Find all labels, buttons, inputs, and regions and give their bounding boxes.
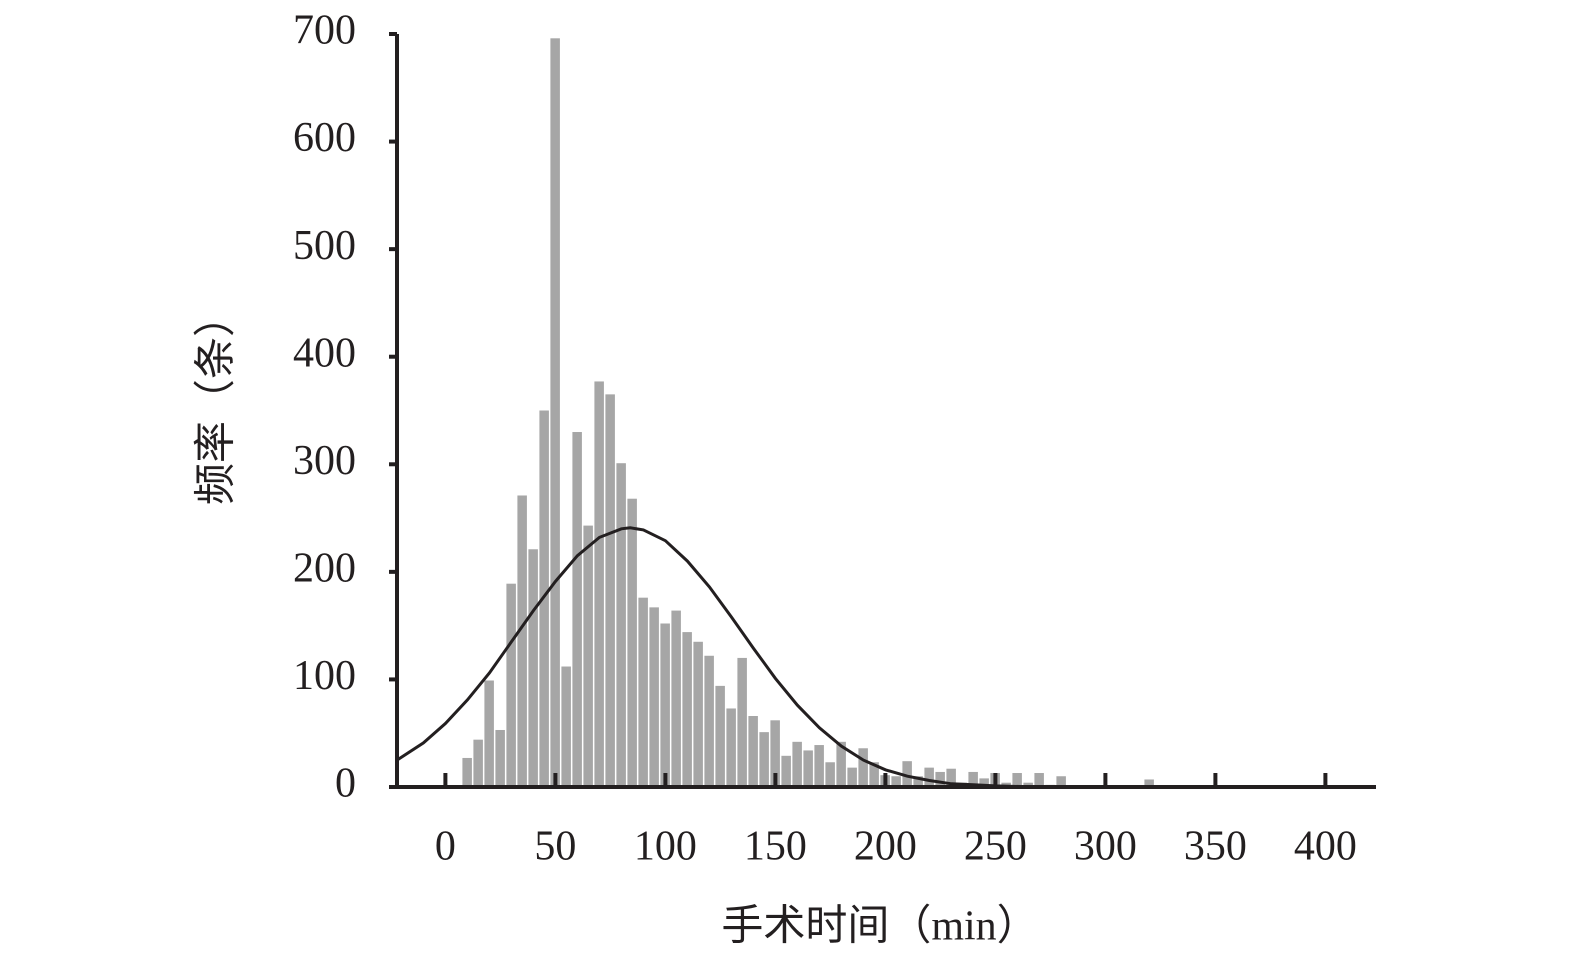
x-tick-label: 300 bbox=[1074, 824, 1137, 870]
bar bbox=[869, 762, 879, 787]
bar bbox=[946, 768, 956, 787]
bar bbox=[935, 771, 945, 787]
bar bbox=[550, 38, 560, 787]
y-tick-label: 0 bbox=[335, 761, 356, 807]
x-tick-label: 350 bbox=[1184, 824, 1247, 870]
y-tick-label: 100 bbox=[293, 653, 356, 699]
bar bbox=[1034, 773, 1044, 787]
bar bbox=[649, 607, 659, 787]
bar bbox=[814, 745, 824, 787]
bar bbox=[1056, 776, 1066, 787]
bar bbox=[781, 755, 791, 787]
bar bbox=[770, 720, 780, 787]
bar bbox=[462, 757, 472, 787]
bar bbox=[715, 685, 725, 787]
x-tick-label: 100 bbox=[634, 824, 697, 870]
bar bbox=[737, 657, 747, 787]
bar bbox=[594, 381, 604, 787]
bar bbox=[484, 680, 494, 787]
bar bbox=[803, 750, 813, 787]
y-tick-label: 300 bbox=[293, 438, 356, 484]
y-tick-label: 500 bbox=[293, 223, 356, 269]
bar bbox=[660, 623, 670, 787]
bar bbox=[979, 778, 989, 787]
bar bbox=[1144, 779, 1154, 787]
bar bbox=[891, 776, 901, 787]
bar bbox=[836, 741, 846, 787]
x-tick-label: 400 bbox=[1294, 824, 1357, 870]
bar bbox=[968, 771, 978, 787]
bar bbox=[638, 597, 648, 787]
bar bbox=[616, 463, 626, 787]
x-tick-label: 200 bbox=[854, 824, 917, 870]
bar bbox=[583, 525, 593, 787]
y-tick-label: 200 bbox=[293, 545, 356, 591]
normal-curve bbox=[396, 526, 1040, 789]
bar bbox=[671, 610, 681, 787]
bar bbox=[847, 767, 857, 787]
y-tick-label: 700 bbox=[293, 8, 356, 54]
bar bbox=[693, 641, 703, 787]
bar bbox=[528, 549, 538, 787]
bar bbox=[506, 583, 516, 787]
bar bbox=[561, 666, 571, 787]
bar bbox=[858, 748, 868, 787]
bar bbox=[682, 632, 692, 787]
bar bbox=[726, 708, 736, 787]
bar bbox=[572, 432, 582, 787]
bar bbox=[748, 716, 758, 787]
bar bbox=[605, 394, 615, 787]
bar bbox=[902, 761, 912, 787]
y-tick-label: 400 bbox=[293, 330, 356, 376]
y-axis-label: 频率（条） bbox=[193, 295, 240, 505]
bar bbox=[759, 732, 769, 787]
bar bbox=[704, 655, 714, 787]
x-tick-label: 250 bbox=[964, 824, 1027, 870]
x-tick-label: 0 bbox=[435, 824, 456, 870]
x-axis-label: 手术时间（min） bbox=[721, 904, 1038, 950]
bar bbox=[913, 776, 923, 787]
y-tick-label: 600 bbox=[293, 115, 356, 161]
bar bbox=[825, 762, 835, 787]
bar bbox=[924, 767, 934, 787]
x-tick-label: 50 bbox=[534, 824, 576, 870]
bar bbox=[517, 495, 527, 787]
bar bbox=[792, 741, 802, 787]
bar bbox=[1023, 782, 1033, 787]
bar bbox=[627, 498, 637, 787]
bar bbox=[1012, 773, 1022, 787]
bar bbox=[473, 739, 483, 787]
x-tick-label: 150 bbox=[744, 824, 807, 870]
bar bbox=[495, 729, 505, 787]
